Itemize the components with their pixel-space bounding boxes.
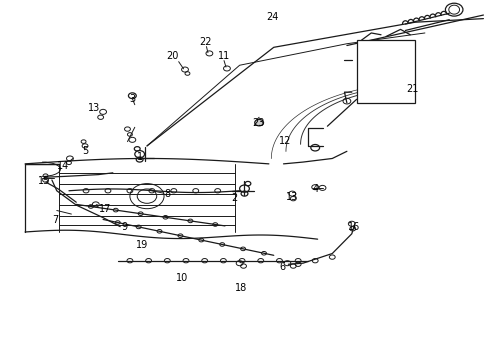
Text: 23: 23 [251,118,264,128]
Text: 5: 5 [82,145,88,156]
Text: 12: 12 [279,136,291,146]
Text: 11: 11 [218,51,230,61]
Text: 15: 15 [39,176,51,186]
Text: 14: 14 [57,161,69,171]
Text: 8: 8 [164,189,170,199]
Text: 20: 20 [166,51,178,61]
Text: 3: 3 [129,94,135,104]
Text: 13: 13 [88,103,100,113]
Text: 6: 6 [279,262,285,272]
Text: 2: 2 [231,193,237,203]
Text: 10: 10 [176,273,188,283]
Bar [356,40,414,103]
Circle shape [254,120,263,126]
Text: 22: 22 [199,37,211,47]
Text: 17: 17 [99,204,111,215]
Text: 4: 4 [311,184,318,194]
Text: 9: 9 [121,222,127,232]
Text: 18: 18 [234,283,246,293]
Text: 21: 21 [406,84,418,94]
Text: 1: 1 [136,152,142,162]
Text: 16: 16 [347,222,360,232]
Text: 24: 24 [266,12,278,22]
Text: 7: 7 [53,215,59,225]
Text: 19: 19 [136,239,148,249]
Text: 13: 13 [285,192,298,202]
